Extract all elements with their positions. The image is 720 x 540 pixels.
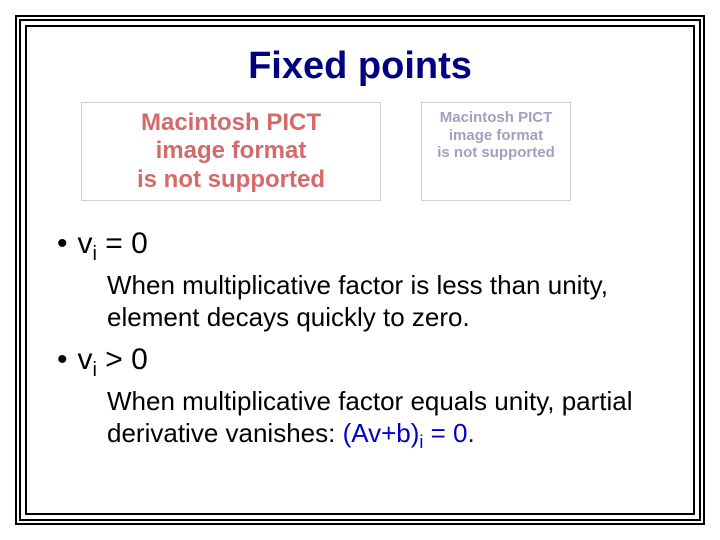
pict-placeholder-large: Macintosh PICT image format is not suppo… [81, 102, 381, 201]
slide-title: Fixed points [51, 45, 669, 88]
slide-outer-frame: Fixed points Macintosh PICT image format… [15, 15, 705, 525]
pict-large-line3: is not supported [94, 166, 368, 194]
bullet-2: • vi > 0 [57, 343, 669, 382]
pict-small-line1: Macintosh PICT [434, 109, 558, 127]
bullet-1: • vi = 0 [57, 227, 669, 266]
slide-inner-frame: Fixed points Macintosh PICT image format… [25, 25, 695, 515]
bullet-1-equation: vi = 0 [78, 227, 148, 266]
pict-large-line1: Macintosh PICT [94, 109, 368, 137]
pict-small-line2: image format [434, 127, 558, 145]
pict-small-line3: is not supported [434, 144, 558, 162]
bullet-2-description: When multiplicative factor equals unity,… [107, 386, 669, 454]
bullet-dot-icon: • [57, 345, 68, 375]
bullet-2-equation: vi > 0 [78, 343, 148, 382]
bullet-1-description: When multiplicative factor is less than … [107, 270, 669, 333]
pict-placeholder-small: Macintosh PICT image format is not suppo… [421, 102, 571, 201]
bullet-dot-icon: • [57, 229, 68, 259]
bullet-2-formula: (Av+b)i = 0. [343, 418, 475, 448]
pict-large-line2: image format [94, 137, 368, 165]
pict-placeholder-row: Macintosh PICT image format is not suppo… [81, 102, 669, 201]
